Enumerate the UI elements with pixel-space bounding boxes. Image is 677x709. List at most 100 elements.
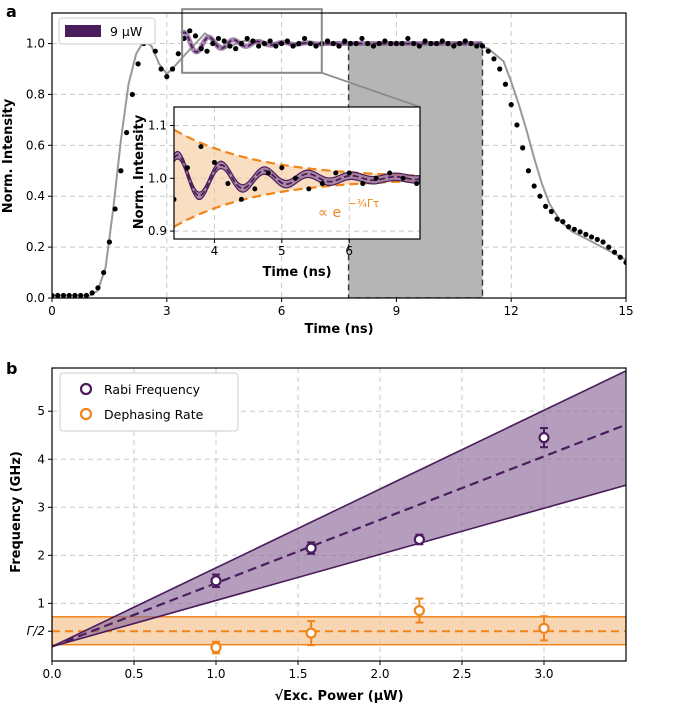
inset-data-point	[360, 181, 366, 187]
inset-ylabel: Norm. Intensity	[132, 114, 147, 229]
inset-data-point	[333, 170, 339, 176]
data-point	[95, 285, 101, 291]
data-point	[399, 40, 405, 47]
data-point	[152, 48, 158, 54]
data-point	[83, 292, 90, 298]
data-point	[359, 35, 365, 42]
tick-label-y: 0.0	[26, 291, 45, 305]
data-point	[261, 40, 267, 47]
data-point	[543, 203, 549, 209]
tick-label-x: 12	[504, 304, 519, 318]
panel-b-xlabel: √Exc. Power (μW)	[274, 689, 403, 704]
data-point	[198, 46, 204, 52]
tick-label-x: 0.5	[124, 667, 143, 681]
tick-label-x: 0.0	[42, 667, 61, 681]
data-point	[583, 231, 589, 237]
data-point	[531, 183, 537, 189]
data-point	[623, 259, 626, 265]
tick-label-y: 0.6	[26, 138, 45, 152]
panel-label-a: a	[6, 2, 17, 21]
inset-data-point	[279, 165, 285, 171]
data-point	[284, 38, 290, 44]
data-point	[600, 239, 606, 245]
data-point	[55, 292, 61, 298]
tick-label-y: 0.8	[26, 87, 45, 101]
tick-label-x: 3.0	[534, 667, 553, 681]
data-point	[52, 292, 55, 298]
data-point	[324, 38, 331, 44]
data-point	[210, 40, 216, 47]
panel-a-legend: 9 μW	[58, 17, 156, 45]
inset-data-point	[198, 144, 204, 150]
tick-label-y: 1.0	[26, 37, 45, 51]
data-point	[336, 43, 342, 49]
inset-tick-label-x: 4	[211, 244, 219, 258]
data-point	[158, 66, 164, 72]
legend-rabi-marker	[79, 382, 93, 396]
inset-data-point	[292, 175, 298, 181]
data-point	[439, 38, 445, 44]
data-point	[72, 292, 78, 298]
data-point	[497, 66, 503, 72]
data-point	[611, 249, 618, 255]
data-point	[560, 219, 566, 225]
panel-a-ylabel: Norm. Intensity	[1, 98, 16, 213]
panel-b-ticks: 0.0 0.5 1.0 1.5 2.0 2.5 3.0 1 2 3 4 5 Γ/2	[27, 404, 554, 681]
data-point	[330, 40, 336, 47]
data-point	[571, 226, 577, 232]
data-point	[525, 168, 532, 174]
data-point	[588, 234, 595, 240]
data-point	[606, 244, 612, 250]
data-point	[256, 43, 262, 49]
panel-b-ylabel: Frequency (GHz)	[9, 451, 24, 573]
data-point	[106, 239, 112, 245]
tick-label-y: 5	[37, 404, 45, 418]
dephasing-point	[538, 622, 550, 634]
inset-data-point	[319, 181, 325, 187]
data-point	[238, 40, 245, 47]
data-point	[376, 40, 382, 47]
panel-b-legend: Rabi Frequency Dephasing Rate	[59, 372, 239, 432]
data-point	[267, 38, 273, 44]
data-point	[313, 43, 319, 49]
data-point	[548, 208, 554, 215]
data-point	[227, 43, 233, 49]
inset-annotation: ∝ e	[318, 205, 341, 221]
panel-b-content	[52, 370, 626, 655]
tick-label-y: 0.2	[26, 240, 45, 254]
data-point	[456, 40, 463, 47]
data-point	[118, 168, 124, 174]
data-point	[301, 35, 308, 42]
data-point	[296, 40, 302, 47]
inset-tick-label-y: 1.0	[148, 171, 167, 185]
data-point	[164, 74, 170, 80]
data-point	[491, 56, 497, 62]
data-point	[445, 40, 451, 47]
data-point	[474, 43, 480, 49]
data-point	[508, 102, 514, 108]
data-point	[204, 48, 210, 54]
tick-label-y: 0.4	[26, 189, 45, 203]
tick-label-x: 2.0	[370, 667, 389, 681]
data-point	[594, 236, 600, 243]
inset-xlabel: Time (ns)	[262, 265, 331, 280]
legend-dephasing-marker	[79, 407, 93, 421]
rabi-upper-bound	[52, 370, 626, 648]
inset-data-point	[184, 165, 190, 171]
inset-data-point	[211, 159, 217, 165]
inset-tick-label-x: 5	[278, 244, 286, 258]
dephasing-point	[413, 604, 425, 617]
data-point	[520, 145, 526, 151]
panel-a-legend-label: 9 μW	[110, 24, 142, 39]
data-point	[112, 206, 118, 212]
legend-rabi-label: Rabi Frequency	[104, 382, 201, 397]
panel-label-b: b	[6, 359, 17, 378]
data-point	[187, 28, 193, 34]
data-point	[537, 193, 543, 199]
rabi-point	[538, 432, 550, 444]
data-point	[78, 292, 84, 298]
data-point	[169, 66, 176, 72]
data-point	[554, 216, 560, 222]
inset-data-point	[174, 196, 177, 202]
data-point	[382, 38, 388, 44]
